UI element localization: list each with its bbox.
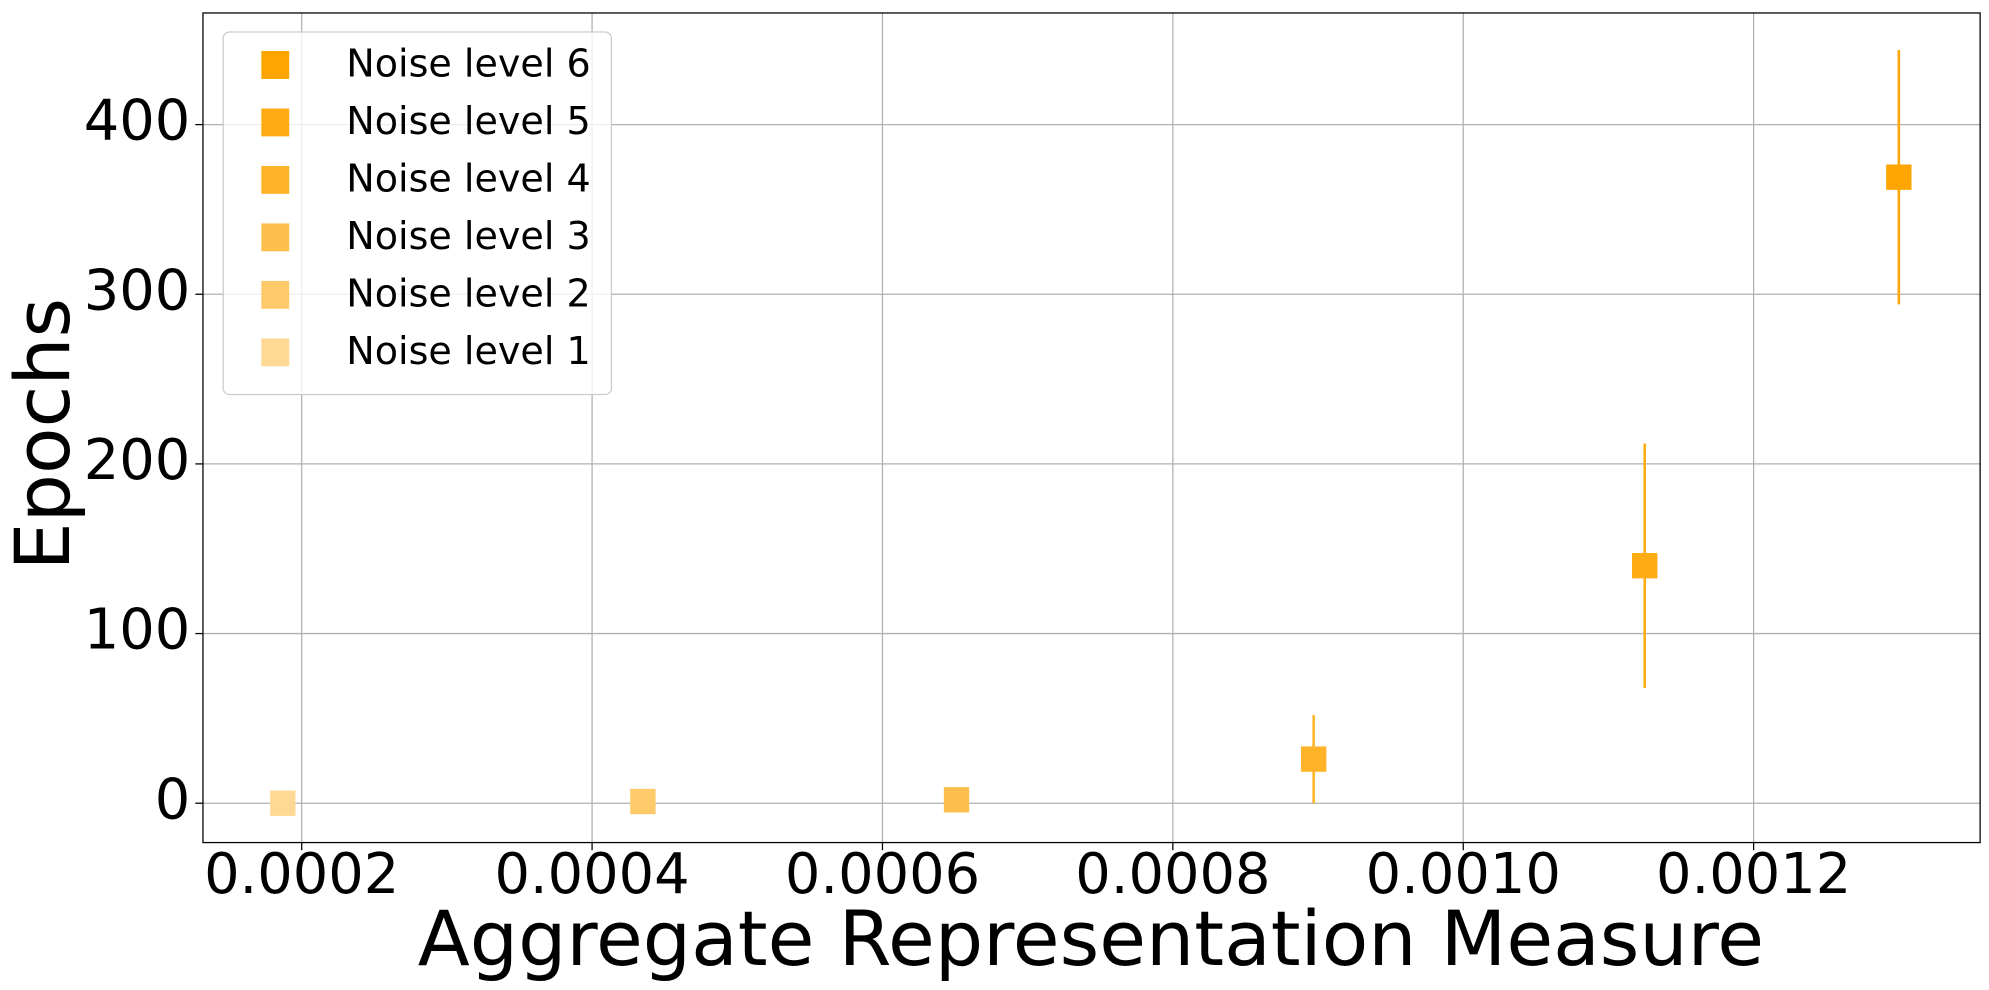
legend-label: Noise level 2 [346,272,590,316]
point [1886,164,1912,190]
x-tick-label: 0.0006 [785,842,980,907]
legend-label: Noise level 1 [346,329,590,373]
legend-label: Noise level 3 [346,214,590,258]
legend-swatch [261,280,290,309]
legend-swatch [261,51,290,79]
point [630,788,656,815]
legend-label: Noise level 6 [346,42,590,86]
y-tick-label: 100 [84,598,191,663]
y-axis-label: Epochs [0,298,87,571]
legend-swatch [261,165,290,194]
y-tick-label: 200 [84,428,191,493]
legend-swatch [261,338,290,367]
legend-swatch [261,108,290,137]
x-tick-label: 0.0002 [204,842,399,907]
x-axis-label: Aggregate Representation Measure [418,894,1764,983]
y-tick-label: 300 [84,258,191,323]
legend-frame [222,31,613,396]
point [1632,553,1658,579]
point [1301,746,1327,772]
legend-swatch [261,223,290,252]
x-tick-label: 0.0012 [1656,842,1851,907]
plot-frame [202,12,1981,844]
y-tick-label: 400 [84,89,191,154]
legend-label: Noise level 5 [346,99,590,143]
legend-label: Noise level 4 [346,157,590,201]
x-tick-label: 0.0010 [1366,842,1561,907]
point [943,787,970,813]
point [270,790,296,816]
x-tick-label: 0.0008 [1075,842,1270,907]
x-tick-label: 0.0004 [494,842,689,907]
y-tick-label: 0 [155,767,191,832]
